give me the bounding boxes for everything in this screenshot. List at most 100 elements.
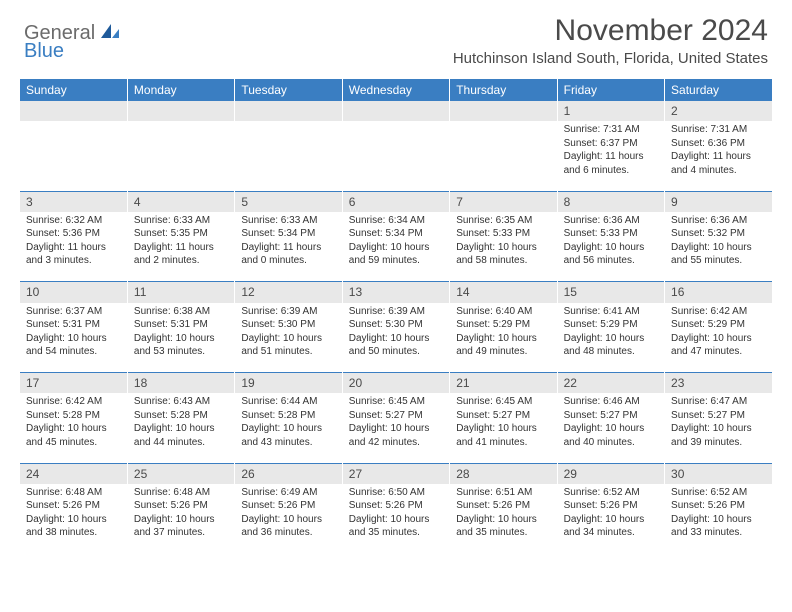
daylight-text: Daylight: 10 hours and 55 minutes. [671, 241, 766, 268]
daynum-row: 12 [20, 101, 772, 121]
day-number: 3 [20, 192, 127, 212]
daylight-text: Daylight: 10 hours and 41 minutes. [456, 422, 550, 449]
sunset-text: Sunset: 5:30 PM [349, 318, 443, 332]
sunset-text: Sunset: 5:26 PM [241, 499, 335, 513]
sunrise-text: Sunrise: 6:44 AM [241, 395, 335, 409]
logo-sail-icon [99, 22, 121, 45]
dayname-row: Sunday Monday Tuesday Wednesday Thursday… [20, 79, 772, 101]
sunrise-text: Sunrise: 6:37 AM [26, 305, 121, 319]
sunrise-text: Sunrise: 6:52 AM [671, 486, 766, 500]
content-row: Sunrise: 6:37 AMSunset: 5:31 PMDaylight:… [20, 303, 772, 373]
day-cell: Sunrise: 6:39 AMSunset: 5:30 PMDaylight:… [235, 303, 342, 373]
daylight-text: Daylight: 11 hours and 0 minutes. [241, 241, 335, 268]
dayname-thu: Thursday [450, 79, 557, 101]
day-number: 29 [557, 464, 664, 484]
day-cell: Sunrise: 6:33 AMSunset: 5:34 PMDaylight:… [235, 212, 342, 282]
day-cell: Sunrise: 6:37 AMSunset: 5:31 PMDaylight:… [20, 303, 127, 373]
sunset-text: Sunset: 5:33 PM [456, 227, 550, 241]
daynum-row: 17181920212223 [20, 373, 772, 393]
sunset-text: Sunset: 5:29 PM [564, 318, 658, 332]
content-row: Sunrise: 6:32 AMSunset: 5:36 PMDaylight:… [20, 212, 772, 282]
day-cell: Sunrise: 6:41 AMSunset: 5:29 PMDaylight:… [557, 303, 664, 373]
sunrise-text: Sunrise: 6:48 AM [26, 486, 121, 500]
sunset-text: Sunset: 5:26 PM [671, 499, 766, 513]
day-number [235, 101, 342, 121]
day-cell [342, 121, 449, 191]
calendar-body: 12Sunrise: 7:31 AMSunset: 6:37 PMDayligh… [20, 101, 772, 554]
sunset-text: Sunset: 5:28 PM [241, 409, 335, 423]
sunrise-text: Sunrise: 6:45 AM [456, 395, 550, 409]
daynum-row: 3456789 [20, 192, 772, 212]
daylight-text: Daylight: 10 hours and 34 minutes. [564, 513, 658, 540]
dayname-sat: Saturday [665, 79, 772, 101]
day-number: 28 [450, 464, 557, 484]
daylight-text: Daylight: 10 hours and 53 minutes. [134, 332, 228, 359]
sunrise-text: Sunrise: 6:46 AM [564, 395, 658, 409]
daylight-text: Daylight: 10 hours and 43 minutes. [241, 422, 335, 449]
sunset-text: Sunset: 5:26 PM [564, 499, 658, 513]
daylight-text: Daylight: 11 hours and 2 minutes. [134, 241, 228, 268]
day-number: 15 [557, 282, 664, 302]
day-number: 4 [127, 192, 234, 212]
day-number: 8 [557, 192, 664, 212]
sunrise-text: Sunrise: 6:47 AM [671, 395, 766, 409]
logo-text-blue: Blue [24, 40, 64, 62]
day-number: 17 [20, 373, 127, 393]
daylight-text: Daylight: 10 hours and 33 minutes. [671, 513, 766, 540]
sunrise-text: Sunrise: 6:38 AM [134, 305, 228, 319]
daylight-text: Daylight: 10 hours and 51 minutes. [241, 332, 335, 359]
day-cell: Sunrise: 6:39 AMSunset: 5:30 PMDaylight:… [342, 303, 449, 373]
day-cell: Sunrise: 6:46 AMSunset: 5:27 PMDaylight:… [557, 393, 664, 463]
location-text: Hutchinson Island South, Florida, United… [453, 50, 768, 67]
daylight-text: Daylight: 10 hours and 40 minutes. [564, 422, 658, 449]
sunset-text: Sunset: 6:37 PM [564, 137, 658, 151]
daylight-text: Daylight: 10 hours and 54 minutes. [26, 332, 121, 359]
day-cell [450, 121, 557, 191]
sunrise-text: Sunrise: 6:45 AM [349, 395, 443, 409]
day-cell: Sunrise: 6:52 AMSunset: 5:26 PMDaylight:… [557, 484, 664, 554]
sunrise-text: Sunrise: 6:50 AM [349, 486, 443, 500]
day-number [450, 101, 557, 121]
day-number [127, 101, 234, 121]
day-number [20, 101, 127, 121]
day-cell: Sunrise: 6:47 AMSunset: 5:27 PMDaylight:… [665, 393, 772, 463]
calendar-table: Sunday Monday Tuesday Wednesday Thursday… [20, 79, 772, 554]
day-cell: Sunrise: 6:38 AMSunset: 5:31 PMDaylight:… [127, 303, 234, 373]
day-cell: Sunrise: 6:33 AMSunset: 5:35 PMDaylight:… [127, 212, 234, 282]
day-cell: Sunrise: 6:51 AMSunset: 5:26 PMDaylight:… [450, 484, 557, 554]
day-cell: Sunrise: 6:50 AMSunset: 5:26 PMDaylight:… [342, 484, 449, 554]
daylight-text: Daylight: 10 hours and 47 minutes. [671, 332, 766, 359]
sunset-text: Sunset: 5:36 PM [26, 227, 121, 241]
sunrise-text: Sunrise: 6:39 AM [241, 305, 335, 319]
month-title: November 2024 [453, 14, 768, 48]
day-cell [20, 121, 127, 191]
day-cell: Sunrise: 6:32 AMSunset: 5:36 PMDaylight:… [20, 212, 127, 282]
day-cell: Sunrise: 6:35 AMSunset: 5:33 PMDaylight:… [450, 212, 557, 282]
sunrise-text: Sunrise: 6:51 AM [456, 486, 550, 500]
sunset-text: Sunset: 5:27 PM [456, 409, 550, 423]
day-number: 20 [342, 373, 449, 393]
day-number: 19 [235, 373, 342, 393]
sunrise-text: Sunrise: 6:35 AM [456, 214, 550, 228]
sunset-text: Sunset: 5:27 PM [564, 409, 658, 423]
daylight-text: Daylight: 10 hours and 38 minutes. [26, 513, 121, 540]
sunset-text: Sunset: 5:29 PM [456, 318, 550, 332]
day-cell: Sunrise: 6:43 AMSunset: 5:28 PMDaylight:… [127, 393, 234, 463]
day-number: 16 [665, 282, 772, 302]
sunset-text: Sunset: 5:26 PM [26, 499, 121, 513]
sunset-text: Sunset: 5:30 PM [241, 318, 335, 332]
day-number: 25 [127, 464, 234, 484]
header: General November 2024 Hutchinson Island … [0, 0, 792, 71]
title-block: November 2024 Hutchinson Island South, F… [453, 14, 768, 67]
day-cell: Sunrise: 6:45 AMSunset: 5:27 PMDaylight:… [450, 393, 557, 463]
day-number: 9 [665, 192, 772, 212]
sunset-text: Sunset: 5:33 PM [564, 227, 658, 241]
sunset-text: Sunset: 5:35 PM [134, 227, 228, 241]
sunrise-text: Sunrise: 6:39 AM [349, 305, 443, 319]
daylight-text: Daylight: 10 hours and 48 minutes. [564, 332, 658, 359]
day-number: 11 [127, 282, 234, 302]
content-row: Sunrise: 6:42 AMSunset: 5:28 PMDaylight:… [20, 393, 772, 463]
day-cell: Sunrise: 6:40 AMSunset: 5:29 PMDaylight:… [450, 303, 557, 373]
sunset-text: Sunset: 5:29 PM [671, 318, 766, 332]
daylight-text: Daylight: 10 hours and 50 minutes. [349, 332, 443, 359]
